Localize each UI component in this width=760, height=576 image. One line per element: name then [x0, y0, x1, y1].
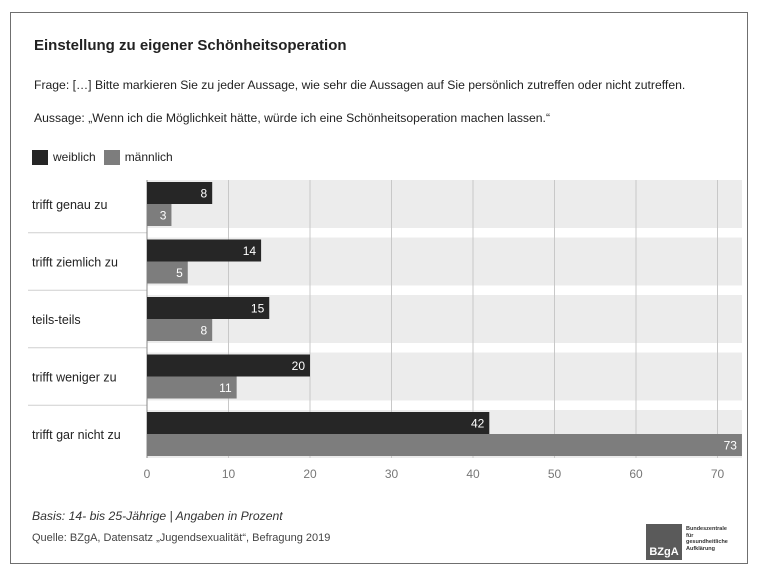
- data-label-weiblich: 14: [243, 244, 257, 258]
- bzga-logo: BZgA Bundeszentrale für gesundheitliche …: [646, 524, 738, 560]
- data-label-maennlich: 11: [219, 381, 232, 395]
- logo-text-line: Bundeszentrale: [686, 526, 727, 532]
- data-label-maennlich: 8: [201, 324, 208, 338]
- data-label-weiblich: 20: [292, 359, 306, 373]
- x-tick-label: 50: [548, 467, 562, 481]
- category-label: teils-teils: [32, 313, 81, 327]
- legend-item-maennlich: männlich: [103, 149, 173, 165]
- basis-note: Basis: 14- bis 25-Jährige | Angaben in P…: [32, 509, 283, 523]
- source-note: Quelle: BZgA, Datensatz „Jugendsexualitä…: [32, 532, 331, 544]
- legend-item-weiblich: weiblich: [32, 149, 96, 165]
- bar-weiblich: [147, 354, 310, 377]
- x-tick-label: 30: [385, 467, 399, 481]
- x-tick-label: 70: [711, 467, 725, 481]
- data-label-weiblich: 8: [201, 187, 208, 201]
- logo-text-line: gesundheitliche: [686, 539, 728, 546]
- bzga-logo-text: Bundeszentrale für gesundheitliche Aufkl…: [686, 526, 728, 552]
- legend-label-weiblich: weiblich: [53, 150, 96, 164]
- logo-text-line: Aufklärung: [686, 545, 716, 552]
- bar-weiblich: [147, 412, 490, 434]
- category-label: trifft ziemlich zu: [32, 256, 118, 270]
- data-label-weiblich: 15: [251, 302, 265, 316]
- x-tick-label: 60: [629, 467, 643, 481]
- x-tick-label: 40: [466, 467, 480, 481]
- question-text: Frage: […] Bitte markieren Sie zu jeder …: [34, 78, 686, 92]
- category-band: [147, 180, 742, 228]
- category-label: trifft gar nicht zu: [32, 428, 121, 442]
- x-tick-label: 20: [303, 467, 317, 481]
- bar-weiblich: [147, 297, 270, 319]
- legend-swatch-weiblich: [32, 149, 48, 165]
- bar-weiblich: [147, 239, 262, 262]
- data-label-maennlich: 5: [176, 266, 183, 280]
- logo-text-line: für: [686, 532, 694, 539]
- x-tick-label: 0: [144, 467, 151, 481]
- data-label-maennlich: 3: [160, 209, 167, 223]
- legend: weiblich männlich: [32, 148, 181, 166]
- bar-maennlich: [147, 204, 172, 226]
- legend-swatch-maennlich: [103, 149, 120, 165]
- bar-weiblich: [147, 182, 213, 204]
- bar-maennlich: [147, 319, 213, 341]
- category-label: trifft weniger zu: [32, 371, 117, 385]
- bar-maennlich: [147, 376, 237, 399]
- bar-chart: 8 3 trifft genau zu 14 5 trifft ziemlich zu 15…: [28, 180, 742, 481]
- bzga-logo-mark: BZgA: [646, 524, 682, 560]
- bar-maennlich: [147, 261, 188, 284]
- bar-maennlich: [147, 434, 742, 456]
- data-label-weiblich: 42: [471, 417, 485, 431]
- category-label: trifft genau zu: [32, 198, 108, 212]
- statement-text: Aussage: „Wenn ich die Möglichkeit hätte…: [34, 111, 551, 125]
- chart-frame: [10, 12, 748, 564]
- legend-label-maennlich: männlich: [124, 150, 173, 164]
- data-label-maennlich: 73: [724, 439, 738, 453]
- chart-title: Einstellung zu eigener Schönheitsoperati…: [34, 37, 347, 54]
- x-tick-label: 10: [222, 467, 236, 481]
